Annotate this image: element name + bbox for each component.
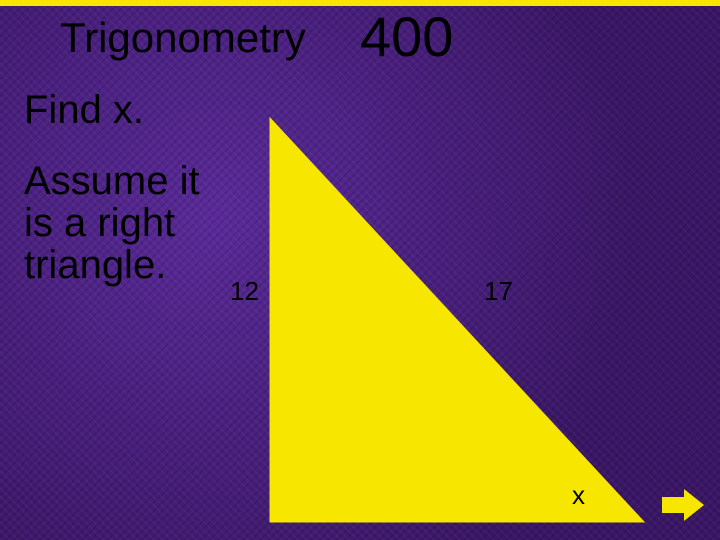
label-hypotenuse: 17 — [484, 276, 513, 307]
right-triangle — [0, 0, 720, 540]
label-left-leg: 12 — [230, 276, 259, 307]
arrow-right-icon — [658, 485, 708, 525]
slide: Trigonometry 400 Find x. Assume it is a … — [0, 0, 720, 540]
next-arrow-button[interactable] — [658, 485, 708, 530]
triangle-polygon — [270, 118, 644, 522]
label-angle-x: x — [572, 480, 585, 511]
arrow-right-shape — [662, 489, 704, 521]
